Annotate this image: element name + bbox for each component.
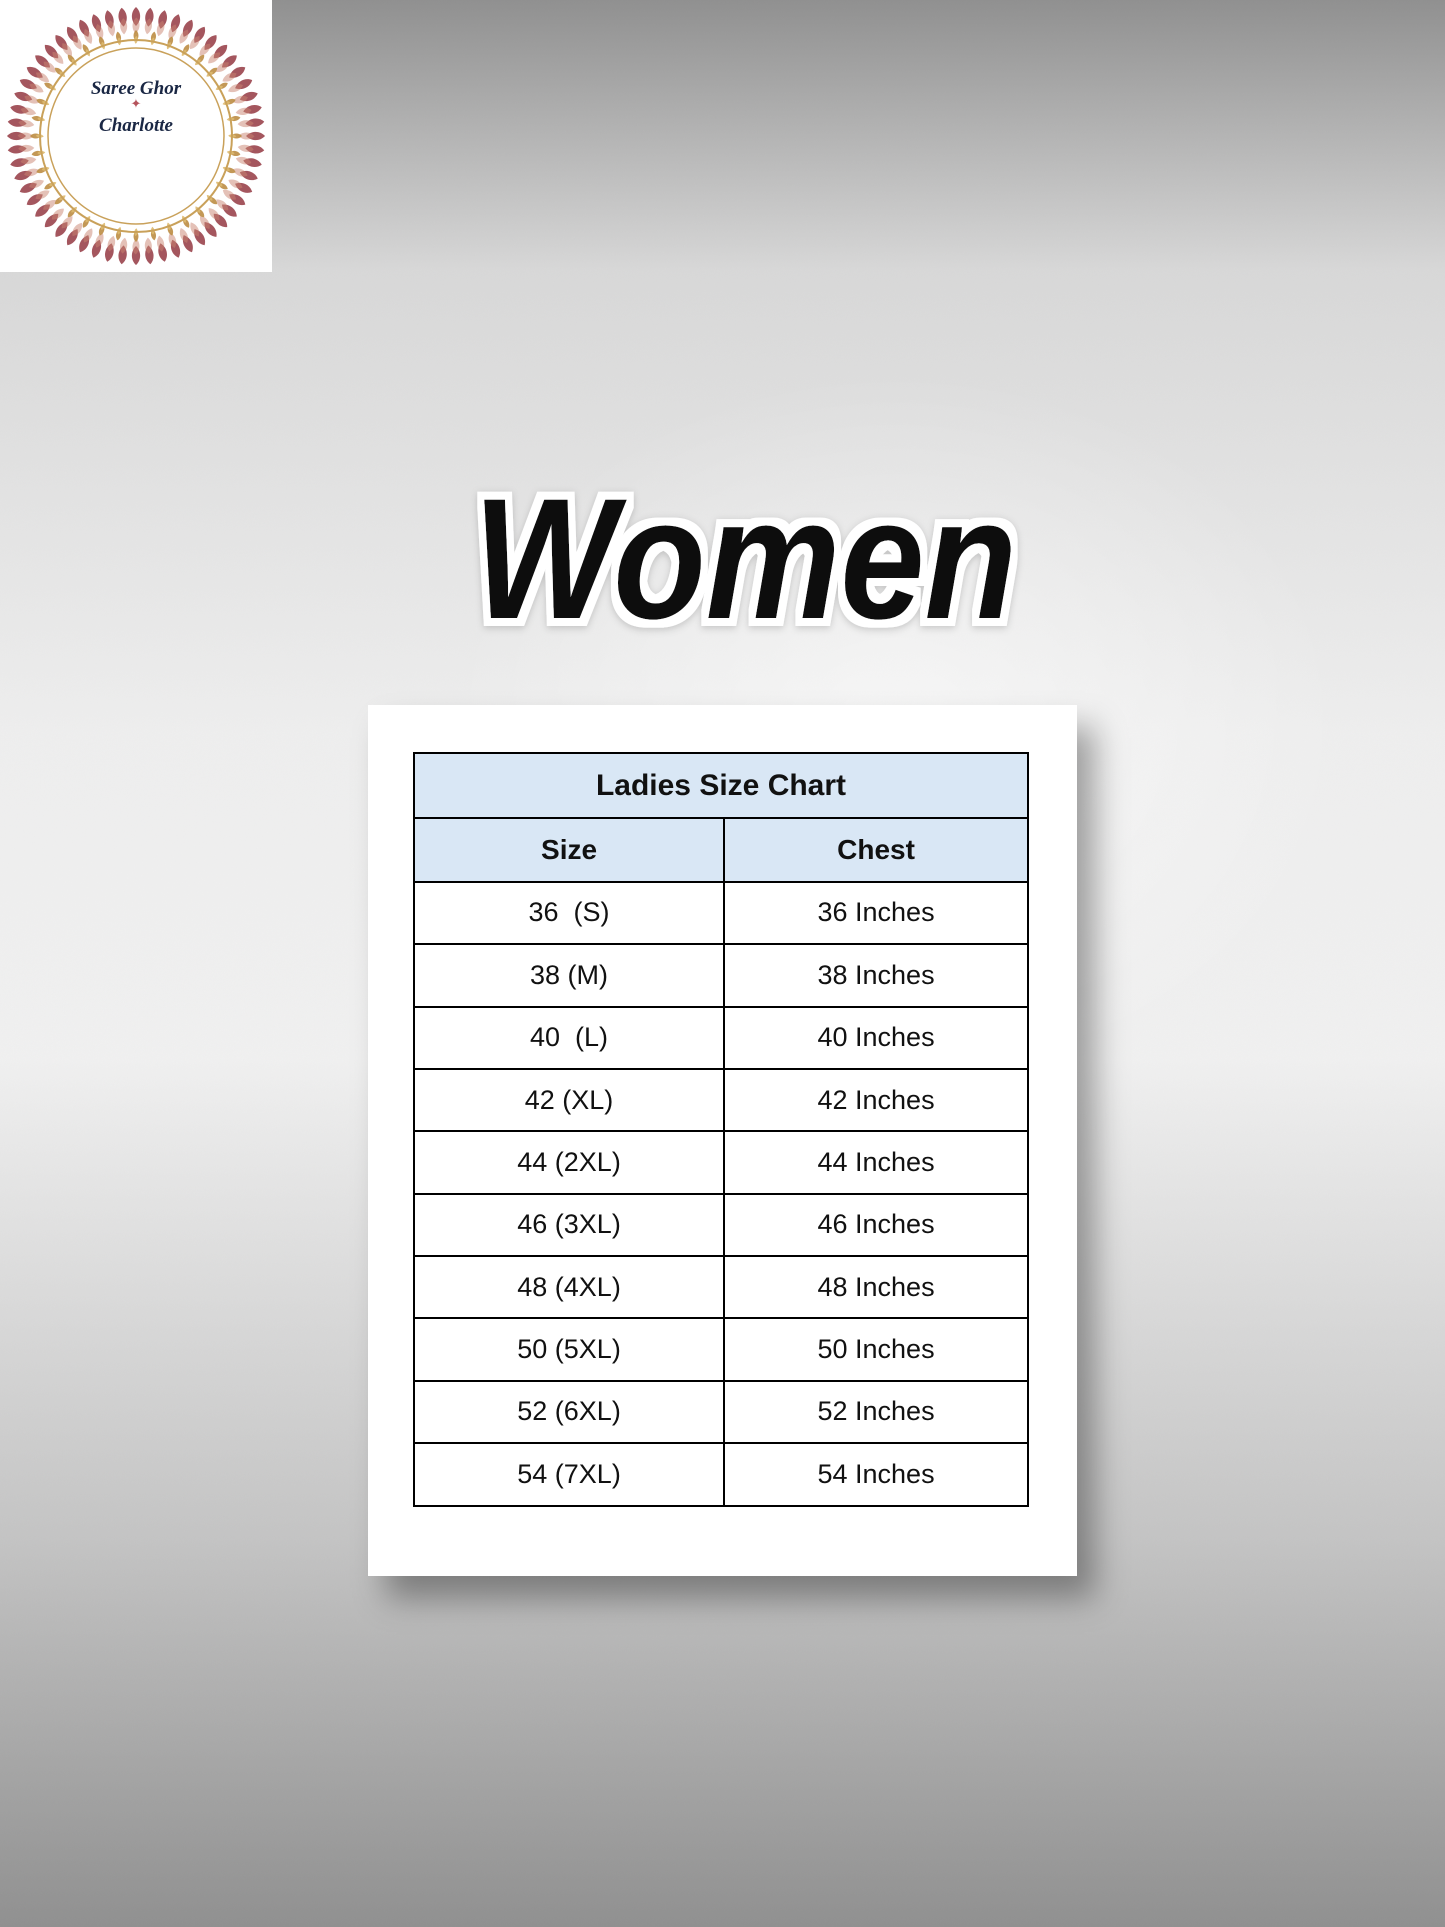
svg-text:Charlotte: Charlotte bbox=[99, 115, 173, 136]
svg-text:Women: Women bbox=[473, 463, 1017, 655]
svg-text:✦: ✦ bbox=[131, 96, 142, 111]
